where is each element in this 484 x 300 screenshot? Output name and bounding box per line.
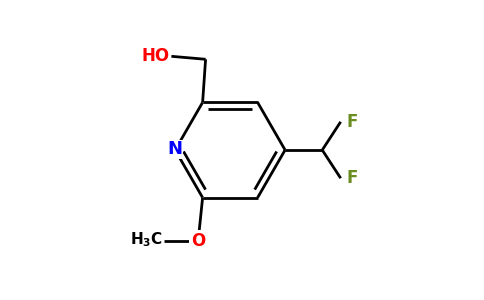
Text: O: O (191, 232, 205, 250)
Text: $\mathregular{H_3C}$: $\mathregular{H_3C}$ (130, 230, 163, 249)
Text: F: F (346, 113, 357, 131)
Text: N: N (167, 140, 182, 158)
Text: F: F (346, 169, 357, 187)
Text: HO: HO (142, 47, 170, 65)
